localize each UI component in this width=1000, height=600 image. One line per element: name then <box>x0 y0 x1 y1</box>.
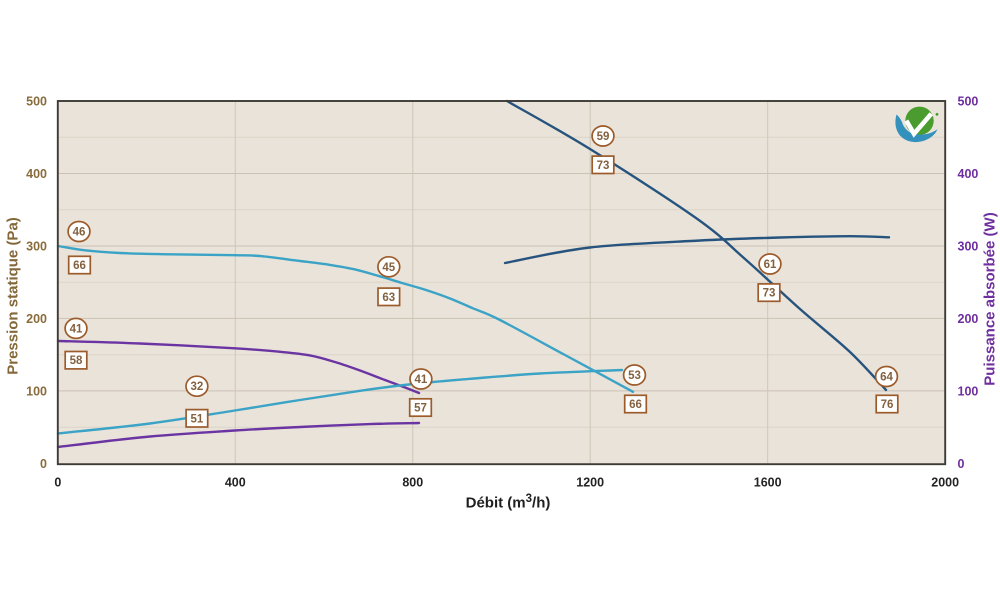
svg-text:73: 73 <box>763 288 776 300</box>
svg-text:800: 800 <box>402 476 423 490</box>
svg-text:Puissance absorbée (W): Puissance absorbée (W) <box>982 212 999 385</box>
svg-text:400: 400 <box>26 167 47 181</box>
svg-text:Pression statique (Pa): Pression statique (Pa) <box>5 217 22 375</box>
svg-text:100: 100 <box>26 384 47 398</box>
svg-text:51: 51 <box>191 413 204 425</box>
svg-text:400: 400 <box>958 167 979 181</box>
svg-text:58: 58 <box>70 355 83 367</box>
svg-text:300: 300 <box>26 240 47 254</box>
svg-text:1600: 1600 <box>754 476 782 490</box>
svg-text:46: 46 <box>73 227 86 239</box>
svg-text:61: 61 <box>764 259 777 271</box>
svg-text:59: 59 <box>597 131 610 143</box>
svg-text:300: 300 <box>958 240 979 254</box>
svg-text:100: 100 <box>958 384 979 398</box>
svg-text:500: 500 <box>958 95 979 109</box>
svg-text:400: 400 <box>225 476 246 490</box>
svg-text:76: 76 <box>881 399 894 411</box>
svg-text:57: 57 <box>414 403 427 415</box>
svg-text:0: 0 <box>54 476 61 490</box>
svg-text:32: 32 <box>191 381 204 393</box>
svg-text:0: 0 <box>40 457 47 471</box>
svg-text:53: 53 <box>628 370 641 382</box>
svg-text:500: 500 <box>26 95 47 109</box>
svg-text:64: 64 <box>880 372 893 384</box>
svg-text:2000: 2000 <box>931 476 959 490</box>
svg-text:1200: 1200 <box>576 476 604 490</box>
svg-text:66: 66 <box>73 260 86 272</box>
svg-text:73: 73 <box>597 160 610 172</box>
svg-text:45: 45 <box>382 262 395 274</box>
svg-text:0: 0 <box>958 457 965 471</box>
svg-text:66: 66 <box>629 399 642 411</box>
svg-text:200: 200 <box>958 312 979 326</box>
svg-text:41: 41 <box>70 323 83 335</box>
svg-text:41: 41 <box>415 374 428 386</box>
svg-text:Débit (m3/h): Débit (m3/h) <box>466 493 551 512</box>
svg-text:63: 63 <box>382 292 395 304</box>
svg-text:200: 200 <box>26 312 47 326</box>
